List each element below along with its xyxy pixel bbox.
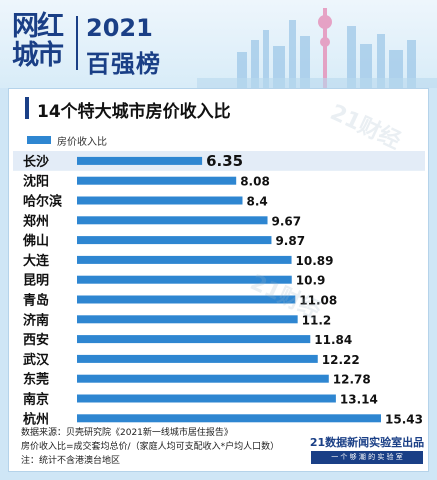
category-label: 沈阳: [23, 174, 49, 190]
bar: [77, 156, 203, 165]
category-label: 东莞: [23, 372, 49, 388]
bar: [77, 354, 318, 363]
footnote-note: 注：统计不含港澳台地区: [21, 456, 121, 466]
bar: [77, 295, 296, 304]
logo: 网红 城市: [12, 12, 72, 74]
category-label: 大连: [23, 253, 50, 269]
chart-panel: 14个特大城市房价收入比 房价收入比 长沙 6.35 沈阳 8.08 哈尔滨 8.4 郑州 9…: [8, 88, 429, 472]
bar: [77, 196, 243, 205]
category-label: 佛山: [22, 233, 49, 249]
chart-title-block: 14个特大城市房价收入比: [25, 95, 285, 127]
value-label: 9.67: [272, 214, 302, 228]
value-label: 6.35: [206, 152, 243, 170]
category-label: 西安: [23, 332, 49, 348]
value-label: 8.4: [246, 195, 267, 209]
category-label: 昆明: [23, 273, 49, 289]
category-label: 武汉: [23, 352, 50, 368]
category-label: 杭州: [23, 411, 49, 427]
logo-line-1: 网红: [12, 11, 64, 42]
bar: [77, 275, 292, 284]
bar: [77, 255, 292, 264]
logo-divider: [76, 16, 78, 70]
footnote-source: 数据来源：贝壳研究院《2021新一线城市居住报告》: [21, 428, 233, 438]
value-label: 10.89: [296, 254, 334, 268]
header-banner: 网红 城市 2021 百强榜: [0, 0, 437, 88]
highlight-row-bg: [13, 151, 425, 171]
value-label: 8.08: [240, 175, 270, 189]
footnote-formula: 房价收入比=成交套均总价/（家庭人均可支配收入*户均人口数）: [21, 442, 280, 452]
bar: [77, 335, 311, 344]
bar: [77, 176, 237, 185]
category-label: 哈尔滨: [23, 194, 62, 210]
bar: [77, 414, 381, 423]
value-label: 11.84: [314, 333, 352, 347]
value-label: 12.78: [333, 373, 371, 387]
chart-title: 14个特大城市房价收入比: [37, 102, 231, 122]
bar-chart: 长沙 6.35 沈阳 8.08 哈尔滨 8.4 郑州 9.67 佛山 9.87 大连 10.89 昆明 1…: [13, 151, 425, 427]
category-label: 济南: [23, 312, 49, 328]
category-label: 郑州: [23, 213, 49, 229]
brand-name: 21数据新闻实验室出品: [309, 436, 425, 449]
category-label: 长沙: [23, 154, 49, 170]
value-label: 15.43: [385, 412, 423, 426]
category-label: 南京: [23, 392, 49, 408]
legend-label: 房价收入比: [57, 137, 107, 148]
title-accent-bar: [25, 97, 29, 119]
legend-swatch: [27, 136, 51, 144]
bar: [77, 315, 298, 324]
bar: [77, 216, 268, 225]
logo-line-2: 城市: [12, 40, 64, 71]
brand-tagline: 一 个 够 潮 的 实 验 室: [311, 451, 423, 464]
category-label: 青岛: [23, 293, 49, 309]
bar: [77, 374, 329, 383]
bar: [77, 394, 336, 403]
value-label: 13.14: [340, 393, 378, 407]
header-year: 2021: [86, 14, 153, 42]
value-label: 11.2: [302, 313, 332, 327]
value-label: 9.87: [275, 234, 305, 248]
value-label: 12.22: [322, 353, 360, 367]
city-skyline-illustration: [197, 8, 437, 88]
header-rank-title: 百强榜: [86, 50, 161, 78]
bar: [77, 236, 272, 245]
value-label: 11.08: [299, 294, 337, 308]
value-label: 10.9: [296, 274, 326, 288]
brand-block: 21数据新闻实验室出品 一 个 够 潮 的 实 验 室: [305, 434, 429, 466]
